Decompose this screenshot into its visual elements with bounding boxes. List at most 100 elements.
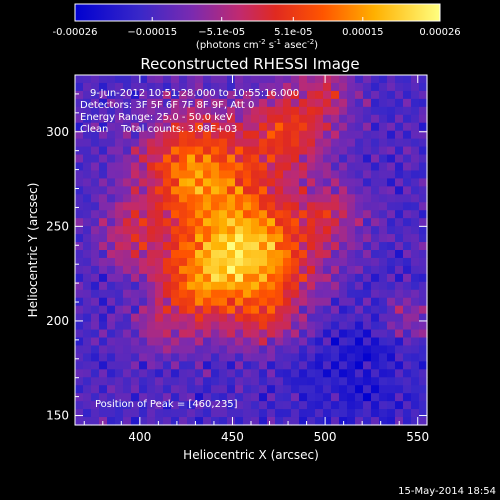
heatmap-cell	[299, 242, 308, 251]
heatmap-cell	[331, 273, 340, 283]
heatmap-cell	[83, 409, 92, 418]
heatmap-cell	[355, 401, 364, 410]
heatmap-cell	[171, 146, 180, 156]
heatmap-cell	[403, 361, 412, 370]
heatmap-cell	[371, 146, 380, 156]
heatmap-cell	[203, 82, 212, 92]
heatmap-cell	[379, 194, 388, 203]
heatmap-cell	[243, 106, 252, 116]
heatmap-cell	[315, 273, 324, 283]
heatmap-cell	[371, 154, 380, 164]
heatmap-cell	[235, 345, 244, 354]
heatmap-cell	[251, 75, 260, 84]
heatmap-cell	[219, 393, 228, 402]
heatmap-cell	[155, 242, 164, 251]
heatmap-cell	[171, 265, 180, 275]
heatmap-cell	[219, 146, 228, 156]
heatmap-cell	[123, 146, 132, 156]
heatmap-cell	[379, 273, 388, 283]
heatmap-cell	[195, 377, 204, 386]
heatmap-cell	[83, 170, 92, 179]
heatmap-cell	[131, 234, 140, 243]
heatmap-cell	[227, 321, 236, 331]
heatmap-cell	[155, 377, 164, 386]
heatmap-cell	[403, 281, 412, 291]
heatmap-cell	[123, 353, 132, 362]
heatmap-cell	[131, 162, 140, 172]
heatmap-cell	[363, 257, 372, 267]
heatmap-cell	[195, 226, 204, 235]
heatmap-cell	[203, 114, 212, 124]
heatmap-cell	[267, 385, 276, 394]
heatmap-cell	[403, 194, 412, 203]
heatmap-cell	[251, 250, 260, 259]
heatmap-cell	[131, 409, 140, 418]
heatmap-cell	[315, 369, 324, 378]
heatmap-cell	[227, 361, 236, 370]
heatmap-cell	[107, 186, 116, 195]
heatmap-cell	[355, 257, 364, 267]
colorbar: -0.00026 −0.00015 −5.1e-05 5.1e-05 0.00015 0.…	[53, 3, 461, 51]
heatmap-cell	[355, 345, 364, 354]
heatmap-cell	[75, 186, 84, 195]
heatmap-cell	[259, 385, 268, 394]
heatmap-cell	[203, 210, 212, 219]
heatmap-cell	[131, 170, 140, 179]
heatmap-cell	[155, 106, 164, 116]
heatmap-cell	[315, 106, 324, 116]
heatmap-cell	[107, 409, 116, 418]
heatmap-cell	[219, 202, 228, 211]
heatmap-cell	[75, 202, 84, 211]
heatmap-cell	[291, 353, 300, 362]
heatmap-cell	[299, 75, 308, 84]
heatmap-cell	[115, 265, 124, 275]
heatmap-cell	[211, 210, 220, 219]
heatmap-cell	[99, 75, 108, 84]
heatmap-cell	[211, 257, 220, 267]
heatmap-cell	[395, 242, 404, 251]
heatmap-cell	[419, 289, 428, 299]
heatmap-cell	[227, 417, 236, 426]
heatmap-cell	[83, 385, 92, 394]
heatmap-cell	[379, 234, 388, 243]
heatmap-cell	[347, 82, 356, 92]
heatmap-cell	[355, 377, 364, 386]
heatmap-cell	[179, 257, 188, 267]
heatmap-cell	[347, 218, 356, 227]
heatmap-cell	[203, 242, 212, 251]
heatmap-cell	[115, 186, 124, 195]
heatmap-cell	[179, 75, 188, 84]
heatmap-cell	[347, 90, 356, 100]
heatmap-cell	[107, 305, 116, 315]
heatmap-cell	[363, 242, 372, 251]
heatmap-cell	[243, 305, 252, 315]
heatmap-cell	[99, 321, 108, 331]
heatmap-cell	[419, 210, 428, 219]
heatmap-cell	[251, 273, 260, 283]
heatmap-cell	[331, 250, 340, 259]
heatmap-cell	[259, 297, 268, 307]
heatmap-cell	[323, 345, 332, 354]
heatmap-cell	[155, 75, 164, 84]
heatmap-cell	[83, 162, 92, 172]
heatmap-cell	[371, 385, 380, 394]
heatmap-cell	[251, 210, 260, 219]
heatmap-cell	[395, 321, 404, 331]
heatmap-cell	[387, 242, 396, 251]
heatmap-cell	[283, 194, 292, 203]
heatmap-cell	[195, 98, 204, 108]
heatmap-cell	[235, 377, 244, 386]
heatmap-cell	[339, 210, 348, 219]
heatmap-cell	[395, 186, 404, 195]
heatmap-cell	[315, 218, 324, 227]
heatmap-cell	[107, 82, 116, 92]
heatmap-cell	[131, 114, 140, 124]
heatmap-cell	[107, 98, 116, 108]
heatmap-cell	[75, 234, 84, 243]
heatmap-cell	[99, 162, 108, 172]
heatmap-cell	[235, 257, 244, 267]
x-tick-label: 550	[406, 430, 429, 444]
heatmap-cell	[283, 75, 292, 84]
heatmap-cell	[187, 138, 196, 148]
heatmap-cell	[139, 162, 148, 172]
